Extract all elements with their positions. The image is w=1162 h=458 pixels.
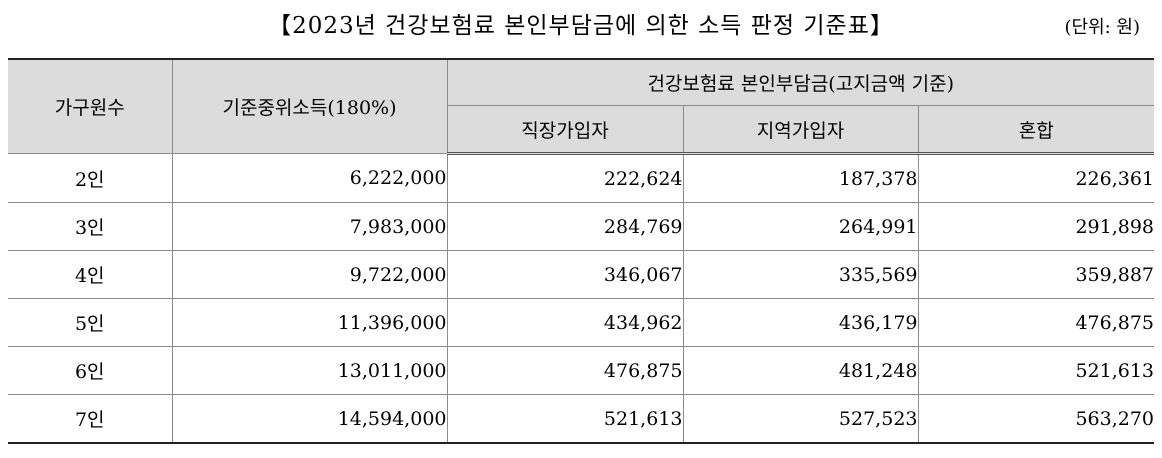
header-premium-group: 건강보험료 본인부담금(고지금액 기준) — [446, 58, 1155, 106]
table-row: 6인 13,011,000 476,875 481,248 521,613 — [8, 346, 1155, 395]
table-row: 3인 7,983,000 284,769 264,991 291,898 — [8, 202, 1155, 251]
income-criteria-table: 가구원수 기준중위소득(180%) 건강보험료 본인부담금(고지금액 기준) 직… — [8, 58, 1155, 444]
cell-mixed: 359,887 — [917, 250, 1155, 299]
unit-label: (단위: 원) — [1064, 17, 1140, 38]
cell-employee: 476,875 — [446, 346, 684, 395]
cell-median-income: 14,594,000 — [171, 394, 448, 444]
cell-median-income: 9,722,000 — [171, 250, 448, 299]
cell-regional: 481,248 — [682, 346, 919, 395]
cell-employee: 521,613 — [446, 394, 684, 444]
table-row: 5인 11,396,000 434,962 436,179 476,875 — [8, 298, 1155, 347]
cell-mixed: 291,898 — [917, 202, 1155, 251]
cell-employee: 346,067 — [446, 250, 684, 299]
cell-regional: 527,523 — [682, 394, 919, 444]
header-household: 가구원수 — [8, 58, 173, 154]
cell-median-income: 7,983,000 — [171, 202, 448, 251]
cell-median-income: 6,222,000 — [171, 153, 448, 203]
table-row: 2인 6,222,000 222,624 187,378 226,361 — [8, 153, 1155, 203]
cell-household: 6인 — [8, 346, 173, 395]
cell-employee: 222,624 — [446, 153, 684, 203]
cell-household: 5인 — [8, 298, 173, 347]
cell-household: 3인 — [8, 202, 173, 251]
cell-mixed: 476,875 — [917, 298, 1155, 347]
cell-employee: 434,962 — [446, 298, 684, 347]
cell-regional: 187,378 — [682, 153, 919, 203]
cell-mixed: 563,270 — [917, 394, 1155, 444]
header-median-income: 기준중위소득(180%) — [171, 58, 448, 154]
header-employee: 직장가입자 — [447, 105, 684, 155]
table-row: 7인 14,594,000 521,613 527,523 563,270 — [8, 394, 1155, 444]
cell-employee: 284,769 — [446, 202, 684, 251]
cell-median-income: 13,011,000 — [171, 346, 448, 395]
cell-median-income: 11,396,000 — [171, 298, 448, 347]
cell-mixed: 226,361 — [917, 153, 1155, 203]
cell-regional: 264,991 — [682, 202, 919, 251]
table-row: 4인 9,722,000 346,067 335,569 359,887 — [8, 250, 1155, 299]
cell-mixed: 521,613 — [917, 346, 1155, 395]
cell-household: 2인 — [8, 153, 173, 203]
page-title: 【2023년 건강보험료 본인부담금에 의한 소득 판정 기준표】 — [268, 13, 894, 39]
cell-regional: 335,569 — [682, 250, 919, 299]
header-regional: 지역가입자 — [682, 105, 919, 155]
cell-regional: 436,179 — [682, 298, 919, 347]
cell-household: 4인 — [8, 250, 173, 299]
header-mixed: 혼합 — [917, 105, 1155, 155]
cell-household: 7인 — [8, 394, 173, 444]
